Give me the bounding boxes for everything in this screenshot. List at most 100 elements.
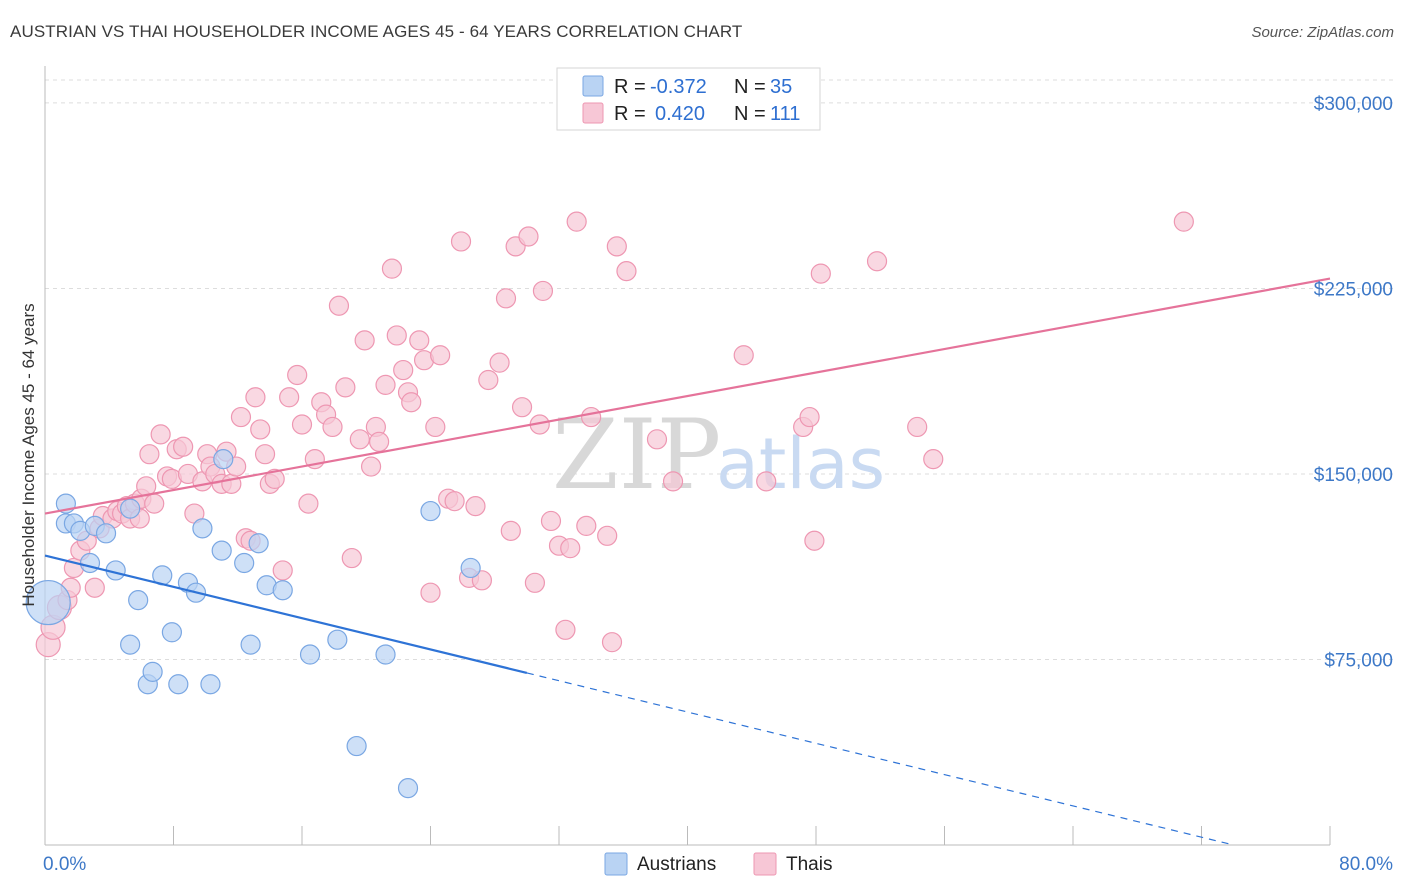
austrian-point-23 [234,552,255,574]
austrian-points [25,449,481,799]
thai-point-21 [144,493,165,514]
thai-point-91 [555,619,576,640]
thai-point-99 [616,261,637,282]
austrian-point-30 [346,735,367,757]
thai-point-82 [500,520,521,541]
thai-point-74 [444,491,465,512]
thai-point-63 [381,258,403,279]
thai-point-64 [386,325,407,346]
thai-point-84 [511,397,533,418]
thai-point-46 [279,387,300,408]
thai-point-61 [369,431,390,452]
legend-swatch-thais [582,102,604,124]
thai-point-106 [804,530,825,551]
austrian-point-34 [460,557,481,579]
thai-point-100 [646,429,668,450]
thai-point-53 [322,416,343,438]
legend-r-label-austrians: R = [614,76,646,98]
thai-point-96 [597,525,618,546]
thai-point-49 [298,493,319,514]
thai-point-22 [150,424,171,445]
thai-point-41 [250,419,271,440]
legend-swatch-austrians [582,75,604,97]
thai-point-89 [540,510,562,532]
thai-point-72 [430,345,451,366]
legend-n-label-thais: N = [734,103,766,125]
austrian-point-29 [327,629,348,650]
thai-point-44 [264,468,285,490]
thai-point-26 [173,436,194,457]
thai-point-65 [393,359,414,381]
correlation-legend: R = -0.372 N = 35 R = 0.420 N = 111 [556,67,821,131]
thai-point-94 [576,515,597,537]
thai-point-45 [272,560,293,581]
thai-point-103 [756,471,777,492]
austrian-point-27 [272,580,293,601]
y-tick-label-3: $300,000 [1314,94,1393,115]
y-tick-label-1: $150,000 [1314,465,1393,486]
thai-point-93 [566,211,587,232]
austrian-point-0 [25,579,71,626]
y-axis-title: Householder Income Ages 45 - 64 years [19,303,38,606]
thai-point-108 [866,251,888,272]
thai-point-97 [601,632,623,653]
thai-point-107 [810,263,831,284]
legend-r-label-thais: R = [614,103,646,125]
bottom-legend-austrians: Austrians [637,854,716,875]
austrian-trend-solid [44,554,528,674]
thai-trend-line [44,277,1331,515]
trend-lines [44,277,1331,846]
thai-point-75 [450,231,472,252]
series-legend: Austrians Thais [604,852,832,876]
austrian-point-31 [375,644,396,665]
thai-point-109 [907,416,928,438]
y-tick-label-0: $75,000 [1324,650,1393,671]
thai-point-110 [923,449,944,470]
thai-point-92 [560,538,581,559]
thai-point-95 [581,406,602,428]
austrian-point-33 [420,500,441,522]
thai-point-80 [489,352,510,373]
thai-point-68 [409,330,430,351]
tick-labels: $75,000 $150,000 $225,000 $300,000 0.0% 80.0% [43,94,1393,875]
austrian-point-19 [192,518,213,539]
austrian-point-24 [240,634,261,655]
austrian-point-21 [211,540,232,561]
thai-point-55 [335,377,356,398]
thai-point-85 [518,226,539,247]
thai-point-71 [425,416,446,438]
thai-point-98 [606,236,627,257]
legend-n-value-thais: 111 [770,103,800,125]
watermark-zip: ZIP [552,399,721,511]
thai-point-105 [799,406,820,428]
chart-title: AUSTRIAN VS THAI HOUSEHOLDER INCOME AGES… [10,22,743,41]
bottom-legend-swatch-thais [753,852,777,876]
thai-point-8 [84,577,105,598]
bottom-legend-swatch-austrians [604,852,628,876]
source-label: Source: ZipAtlas.com [1251,24,1394,41]
thai-point-102 [733,345,754,366]
austrian-point-9 [120,498,141,519]
thai-point-59 [360,456,382,477]
austrian-point-7 [95,523,117,544]
axes [44,66,1331,846]
x-tick-label-1: 80.0% [1339,854,1393,875]
y-tick-label-2: $225,000 [1314,279,1393,300]
thai-point-70 [420,582,441,603]
thai-point-67 [401,392,422,413]
austrian-point-20 [200,674,221,695]
thai-point-58 [354,330,375,351]
austrian-point-32 [397,778,419,799]
thai-point-79 [478,369,499,391]
legend-n-label-austrians: N = [734,76,766,98]
thai-point-48 [291,414,313,435]
thai-point-54 [328,295,350,316]
x-tick-label-0: 0.0% [43,854,86,875]
thai-point-40 [245,387,266,408]
watermark: ZIP atlas [552,399,885,511]
thai-point-111 [1173,211,1194,232]
thai-point-57 [349,429,370,450]
austrian-point-28 [299,644,321,665]
thai-point-81 [495,288,517,309]
